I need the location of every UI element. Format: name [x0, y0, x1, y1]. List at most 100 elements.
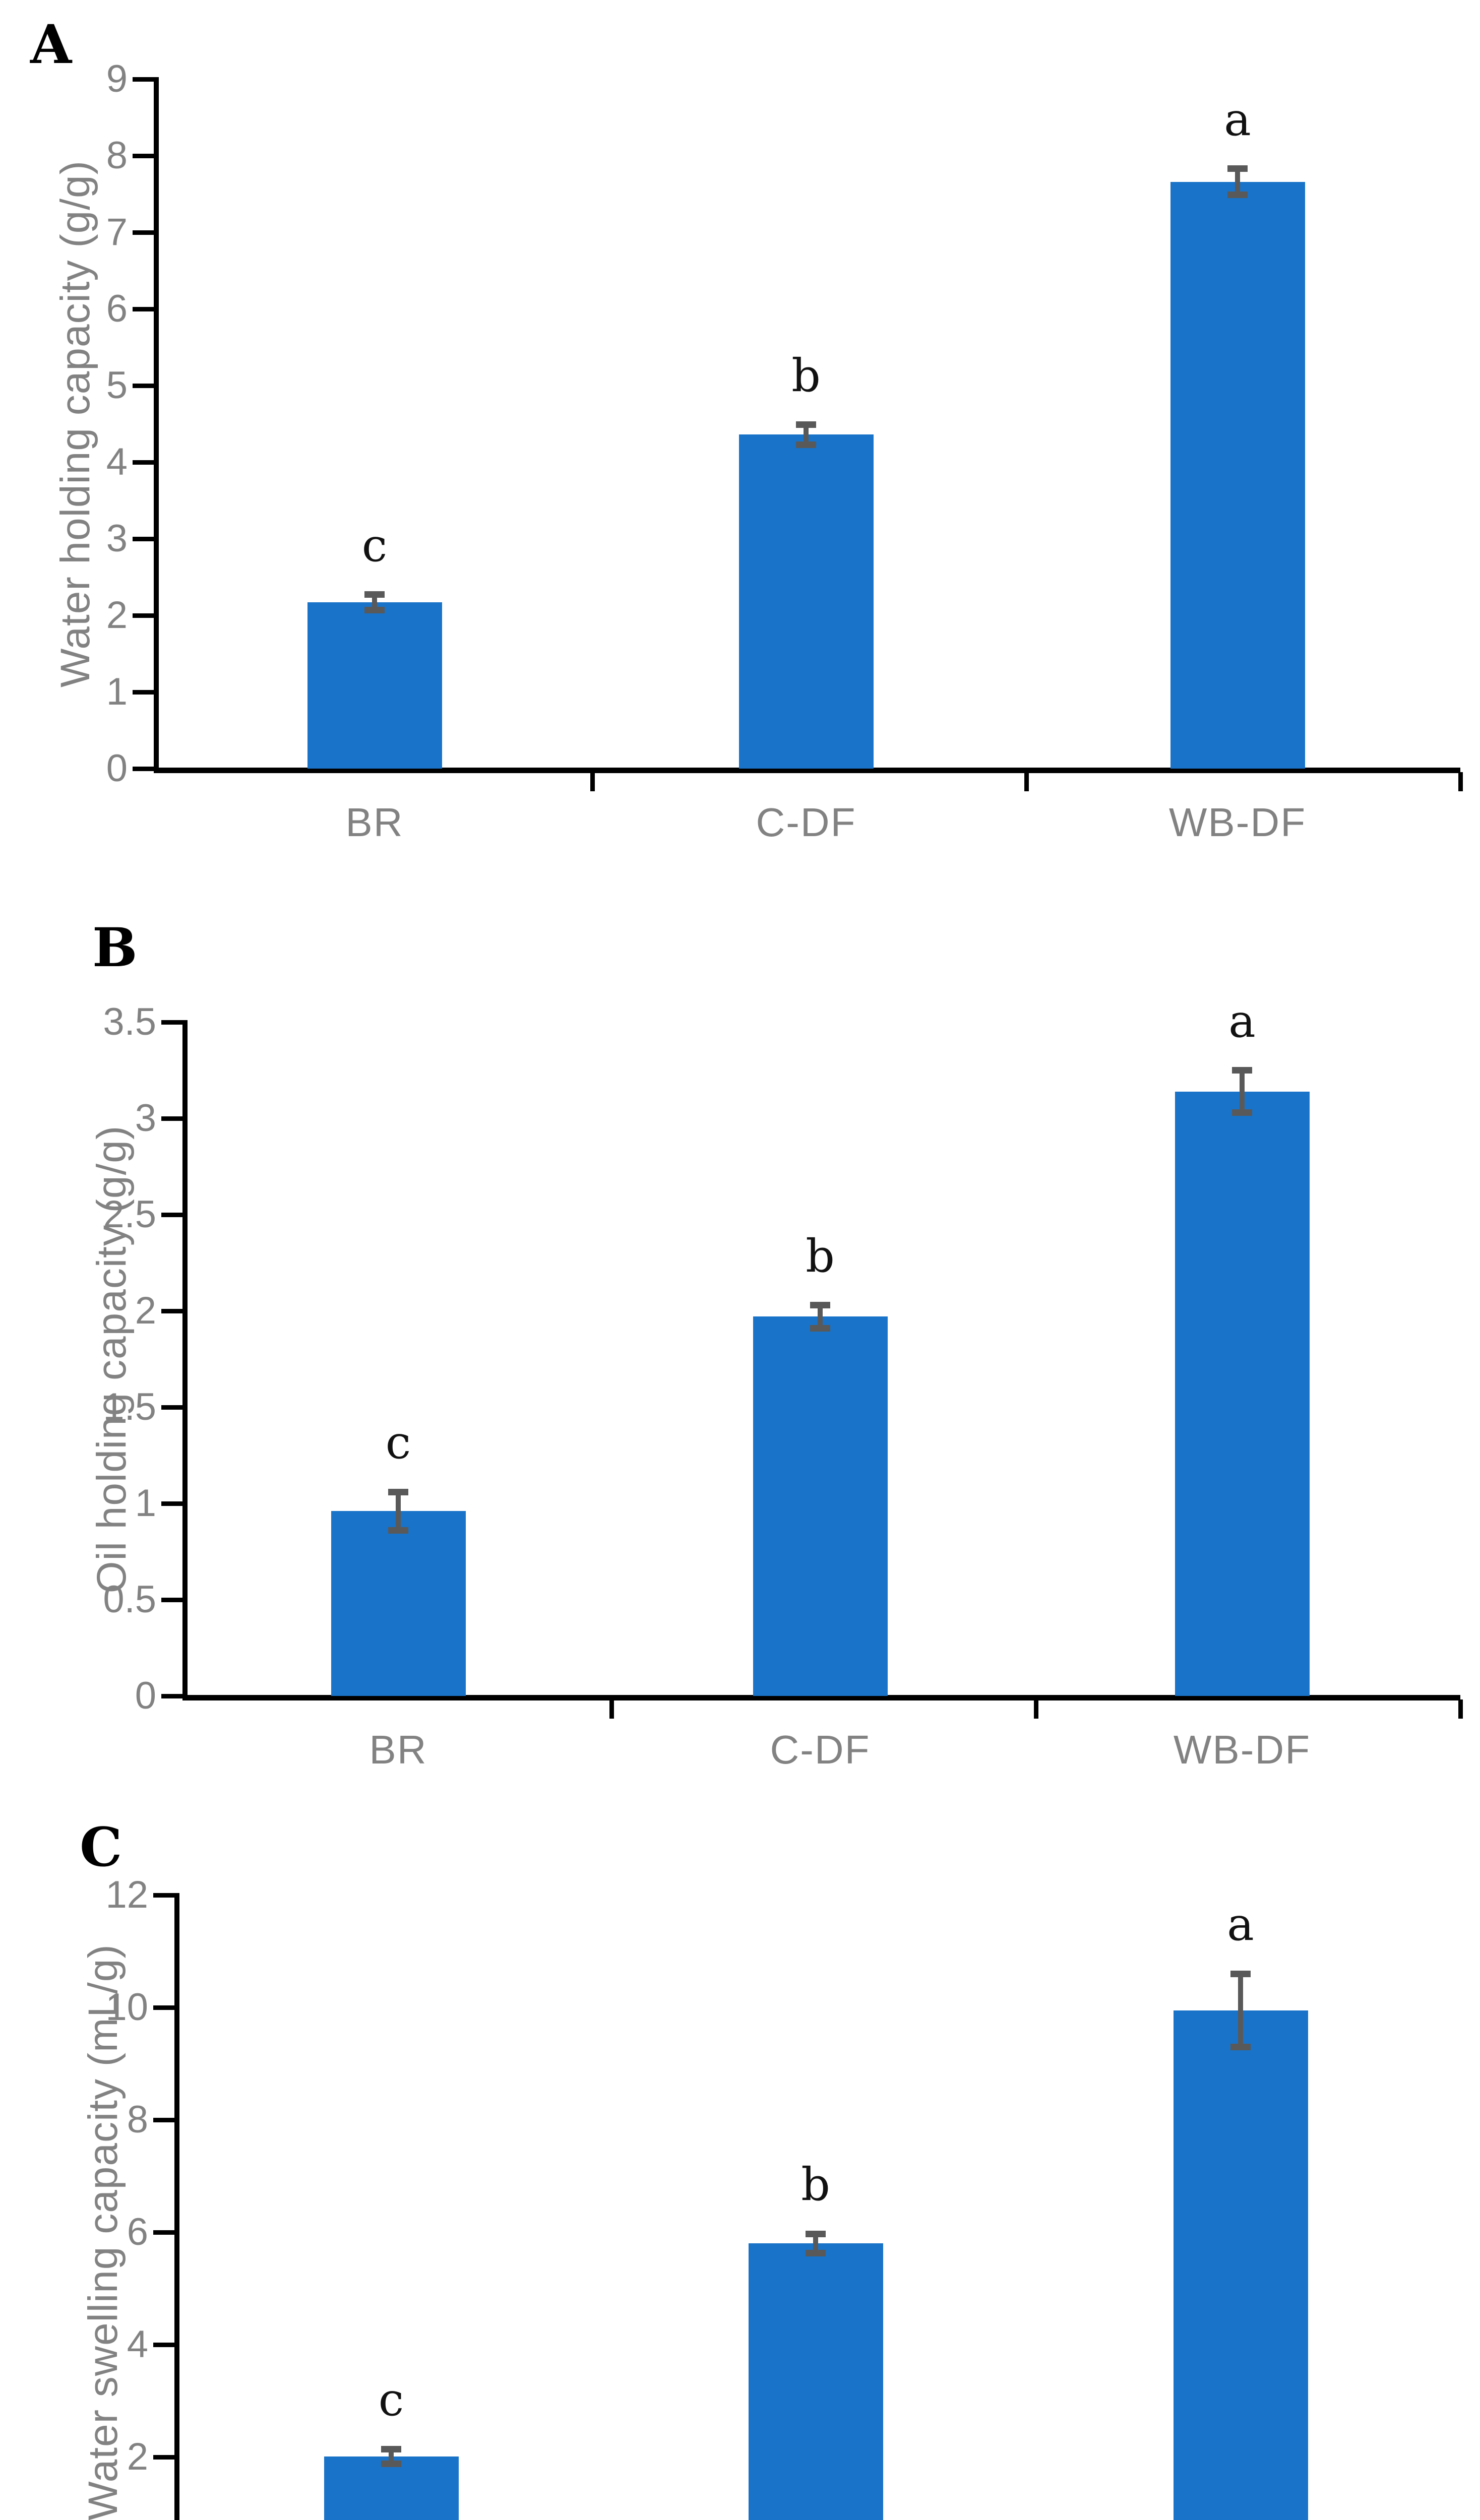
bar [753, 1316, 888, 1696]
bar [324, 2456, 459, 2520]
y-tick-label: 3.5 [103, 1000, 156, 1043]
category-tick [1458, 772, 1463, 791]
y-tick-label: 9 [106, 57, 128, 100]
category-label: C-DF [756, 800, 856, 845]
y-tick [133, 383, 154, 388]
error-bar-stem [1235, 168, 1240, 195]
y-tick-label: 8 [127, 2098, 148, 2141]
x-axis-line [154, 768, 1460, 773]
y-tick [153, 2005, 174, 2010]
y-tick-label: 2 [106, 594, 128, 637]
error-bar-cap [796, 441, 816, 448]
y-tick [133, 460, 154, 465]
y-tick [161, 1501, 182, 1506]
y-tick [161, 1212, 182, 1217]
error-bar-cap [810, 1302, 830, 1309]
bar [1175, 1091, 1310, 1696]
bar [738, 434, 874, 769]
y-tick [133, 689, 154, 695]
y-tick-label: 6 [106, 287, 128, 330]
y-tick-label: 4 [106, 440, 128, 483]
panel-label-A: A [30, 13, 72, 76]
y-tick-label: 2 [127, 2435, 148, 2478]
error-bar-cap [1230, 2043, 1251, 2050]
error-bar-stem [372, 594, 377, 610]
y-tick-label: 1 [106, 670, 128, 713]
y-tick [161, 1308, 182, 1313]
y-tick [133, 153, 154, 158]
y-tick [153, 2454, 174, 2460]
error-bar-stem [389, 2449, 394, 2464]
y-tick-label: 6 [127, 2211, 148, 2253]
y-tick-label: 3 [106, 517, 128, 560]
significance-letter: a [1228, 994, 1256, 1048]
y-tick-label: 12 [105, 1873, 148, 1916]
y-axis-line [174, 1893, 179, 2520]
y-tick [133, 230, 154, 235]
bar [307, 602, 442, 769]
error-bar-cap [388, 1488, 408, 1495]
significance-letter: c [385, 1416, 411, 1470]
y-tick [161, 1405, 182, 1410]
error-bar-stem [818, 1305, 823, 1329]
bar [748, 2243, 883, 2520]
error-bar-cap [810, 1325, 830, 1332]
y-tick-label: 0 [106, 747, 128, 790]
significance-letter: c [361, 519, 388, 572]
error-bar-stem [804, 424, 809, 445]
y-axis-line [182, 1020, 188, 1700]
category-label: BR [345, 800, 404, 845]
y-axis-line [154, 77, 159, 773]
category-tick [590, 772, 595, 791]
y-tick-label: 3 [135, 1097, 156, 1140]
y-tick [153, 2117, 174, 2122]
category-tick [609, 1699, 614, 1719]
significance-letter: b [791, 349, 821, 402]
significance-letter: a [1224, 93, 1251, 146]
category-tick [1458, 1699, 1463, 1719]
y-tick-label: 2 [135, 1289, 156, 1332]
error-bar-cap [1227, 165, 1248, 172]
error-bar-cap [364, 591, 385, 598]
error-bar-cap [796, 421, 816, 428]
error-bar-stem [1238, 1974, 1243, 2047]
y-tick-label: 1 [135, 1482, 156, 1525]
error-bar-cap [806, 2249, 826, 2256]
category-label: BR [369, 1727, 427, 1772]
y-tick [153, 2230, 174, 2235]
y-tick-label: 5 [106, 364, 128, 407]
y-tick [133, 613, 154, 618]
error-bar-cap [364, 606, 385, 613]
y-tick-label: 4 [127, 2323, 148, 2366]
y-tick-label: 8 [106, 134, 128, 177]
significance-letter: b [801, 2158, 830, 2212]
y-tick [161, 1597, 182, 1602]
category-label: C-DF [770, 1727, 871, 1772]
significance-letter: b [806, 1229, 835, 1283]
panel-label-C: C [80, 1815, 122, 1878]
x-axis-line [182, 1695, 1460, 1700]
y-tick [161, 1693, 182, 1698]
category-label: WB-DF [1173, 1727, 1311, 1772]
bar [331, 1511, 466, 1696]
panel-label-B: B [92, 916, 138, 979]
bar [1173, 2010, 1308, 2520]
y-tick [153, 1893, 174, 1898]
error-bar-stem [1240, 1070, 1245, 1113]
y-tick [153, 2342, 174, 2347]
category-label: WB-DF [1168, 800, 1307, 845]
y-tick-label: 2.5 [103, 1193, 156, 1236]
error-bar-cap [1232, 1109, 1252, 1116]
significance-letter: a [1227, 1898, 1254, 1951]
error-bar-cap [1232, 1067, 1252, 1074]
significance-letter: c [378, 2373, 404, 2427]
category-tick [1024, 772, 1029, 791]
y-tick [133, 536, 154, 541]
error-bar-stem [813, 2234, 818, 2253]
y-tick [161, 1116, 182, 1121]
y-tick [161, 1020, 182, 1025]
error-bar-cap [1227, 192, 1248, 199]
category-tick [1033, 1699, 1038, 1719]
error-bar-cap [806, 2230, 826, 2237]
